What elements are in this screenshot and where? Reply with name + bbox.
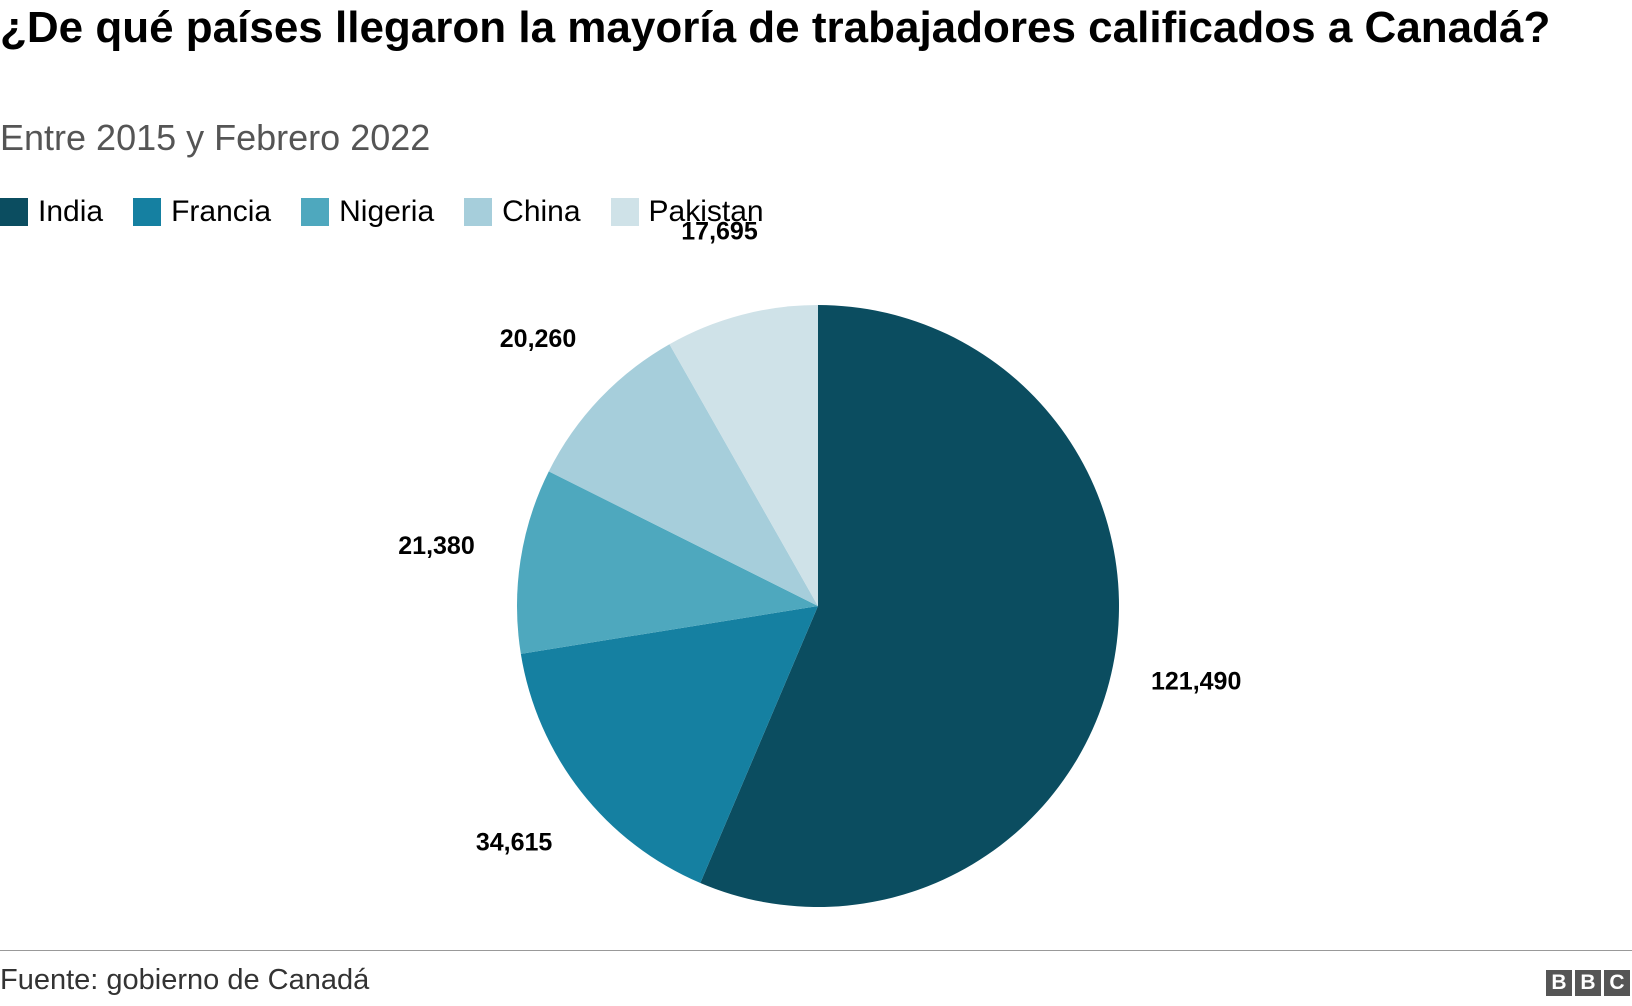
pie-slice-china bbox=[548, 344, 818, 606]
legend-label: India bbox=[38, 195, 104, 228]
chart-legend: India Francia Nigeria China Pakistan bbox=[0, 192, 794, 232]
pie-slice-nigeria bbox=[517, 471, 818, 654]
legend-label: Francia bbox=[171, 195, 272, 228]
legend-item-francia: Francia bbox=[133, 194, 271, 230]
pie-slice-india bbox=[700, 305, 1120, 907]
legend-item-pakistan: Pakistan bbox=[610, 194, 764, 230]
pie-slice-pakistan bbox=[669, 305, 818, 606]
legend-swatch bbox=[133, 198, 162, 226]
data-label-pakistan: 17,695 bbox=[681, 217, 758, 245]
footer-divider bbox=[0, 950, 1632, 951]
legend-label: China bbox=[502, 195, 581, 228]
pie-slices bbox=[517, 305, 1120, 907]
data-label-india: 121,490 bbox=[1151, 668, 1241, 696]
legend-label: Pakistan bbox=[648, 195, 764, 228]
legend-swatch bbox=[464, 198, 493, 226]
legend-swatch bbox=[0, 198, 28, 226]
pie-chart: 121,490 34,615 21,380 20,260 17,695 bbox=[398, 217, 1241, 907]
chart-title: ¿De qué países llegaron la mayoría de tr… bbox=[0, 3, 1551, 52]
legend-item-india: India bbox=[0, 194, 103, 230]
source-note: Fuente: gobierno de Canadá bbox=[0, 964, 370, 996]
legend-item-nigeria: Nigeria bbox=[301, 194, 434, 230]
legend-swatch bbox=[610, 198, 639, 226]
legend-label: Nigeria bbox=[339, 195, 435, 228]
data-label-china: 20,260 bbox=[500, 325, 576, 353]
chart-subtitle: Entre 2015 y Febrero 2022 bbox=[0, 117, 431, 158]
logo-letter: C bbox=[1604, 970, 1630, 996]
data-label-nigeria: 21,380 bbox=[398, 532, 474, 560]
logo-letter: B bbox=[1575, 970, 1601, 996]
pie-slice-francia bbox=[520, 606, 818, 884]
pie-data-labels: 121,490 34,615 21,380 20,260 17,695 bbox=[398, 217, 1241, 856]
logo-letter: B bbox=[1546, 970, 1572, 996]
data-label-francia: 34,615 bbox=[476, 829, 553, 857]
legend-item-china: China bbox=[464, 194, 581, 230]
legend-swatch bbox=[301, 198, 330, 226]
